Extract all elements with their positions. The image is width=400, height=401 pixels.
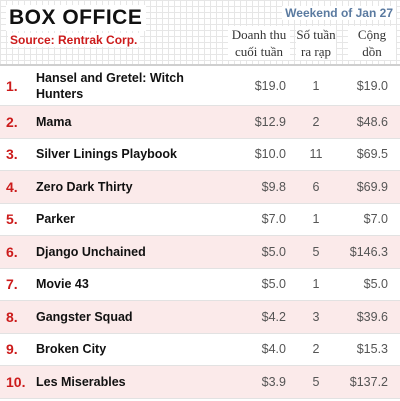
weeks-in-release: 2 [312,342,320,357]
movie-title: Zero Dark Thirty [36,179,133,194]
weeks-in-release: 1 [312,78,320,93]
table-row: 4. Zero Dark Thirty $9.8 6 $69.9 [0,171,400,204]
source-box: Source: Rentrak Corp. [8,33,141,47]
movie-title: Gangster Squad [36,309,133,324]
column-header-weekend-gross: Doanh thu cuối tuần [228,26,290,60]
weekend-gross: $4.0 [261,342,286,357]
weekend-gross: $5.0 [261,277,286,292]
table-row: 6. Django Unchained $5.0 5 $146.3 [0,236,400,269]
weekend-label: Weekend of Jan 27 [285,6,393,20]
column-header-weeks-line2: ra rạp [301,44,331,59]
title-box: BOX OFFICE [6,5,147,31]
page-title: BOX OFFICE [9,6,143,29]
cumulative-gross: $48.6 [356,114,388,129]
table-row: 1. Hansel and Gretel: Witch Hunters $19.… [0,66,400,106]
header: BOX OFFICE Source: Rentrak Corp. Weekend… [0,0,400,66]
table-row: 8. Gangster Squad $4.2 3 $39.6 [0,301,400,334]
column-header-cumulative: Cộng dồn [348,26,396,60]
weekend-gross: $19.0 [254,78,286,93]
rank: 5. [6,211,18,228]
rank: 2. [6,113,18,130]
cumulative-gross: $39.6 [356,309,388,324]
weekend-gross: $5.0 [261,244,286,259]
cumulative-gross: $5.0 [363,277,388,292]
table-row: 10. Les Miserables $3.9 5 $137.2 [0,366,400,399]
cumulative-gross: $146.3 [349,244,388,259]
weeks-in-release: 5 [312,374,320,389]
cumulative-gross: $19.0 [356,78,388,93]
movie-title: Parker [36,212,75,227]
weekend-box: Weekend of Jan 27 [282,6,396,20]
header-divider [0,64,400,66]
rank: 9. [6,341,18,358]
box-office-table: 1. Hansel and Gretel: Witch Hunters $19.… [0,66,400,399]
weeks-in-release: 5 [312,244,320,259]
table-row: 9. Broken City $4.0 2 $15.3 [0,334,400,366]
table-row: 5. Parker $7.0 1 $7.0 [0,204,400,236]
column-header-gross-line2: cuối tuần [234,44,283,59]
source-label: Source: Rentrak Corp. [10,33,138,47]
column-header-weeks-line1: Số tuần [296,27,336,42]
weeks-in-release: 11 [309,147,323,162]
table-row: 3. Silver Linings Playbook $10.0 11 $69.… [0,139,400,171]
weekend-gross: $7.0 [261,212,286,227]
cumulative-gross: $69.5 [356,147,388,162]
cumulative-gross: $7.0 [363,212,388,227]
table-row: 7. Movie 43 $5.0 1 $5.0 [0,269,400,301]
cumulative-gross: $15.3 [356,342,388,357]
movie-title: Mama [36,114,72,129]
weekend-gross: $3.9 [261,374,286,389]
weekend-gross: $12.9 [254,114,286,129]
weeks-in-release: 2 [312,114,320,129]
rank: 1. [6,77,18,94]
rank: 10. [6,373,26,390]
weekend-gross: $10.0 [254,147,286,162]
movie-title: Django Unchained [36,244,146,259]
weeks-in-release: 6 [312,179,320,194]
weekend-gross: $9.8 [261,179,286,194]
rank: 3. [6,146,18,163]
movie-title: Broken City [36,342,107,357]
rank: 6. [6,243,18,260]
movie-title: Hansel and Gretel: Witch Hunters [36,70,184,101]
movie-title: Les Miserables [36,374,126,389]
weeks-in-release: 3 [312,309,320,324]
cumulative-gross: $69.9 [356,179,388,194]
column-header-total-line1: Cộng [357,27,387,42]
table-row: 2. Mama $12.9 2 $48.6 [0,106,400,139]
column-header-total-line2: dồn [362,44,382,59]
rank: 8. [6,308,18,325]
weeks-in-release: 1 [312,212,320,227]
movie-title: Movie 43 [36,277,89,292]
column-header-gross-line1: Doanh thu [231,27,287,42]
weekend-gross: $4.2 [261,309,286,324]
rank: 7. [6,276,18,293]
weeks-in-release: 1 [312,277,320,292]
rank: 4. [6,178,18,195]
column-header-weeks: Số tuần ra rạp [296,26,336,60]
cumulative-gross: $137.2 [349,374,388,389]
movie-title: Silver Linings Playbook [36,147,178,162]
